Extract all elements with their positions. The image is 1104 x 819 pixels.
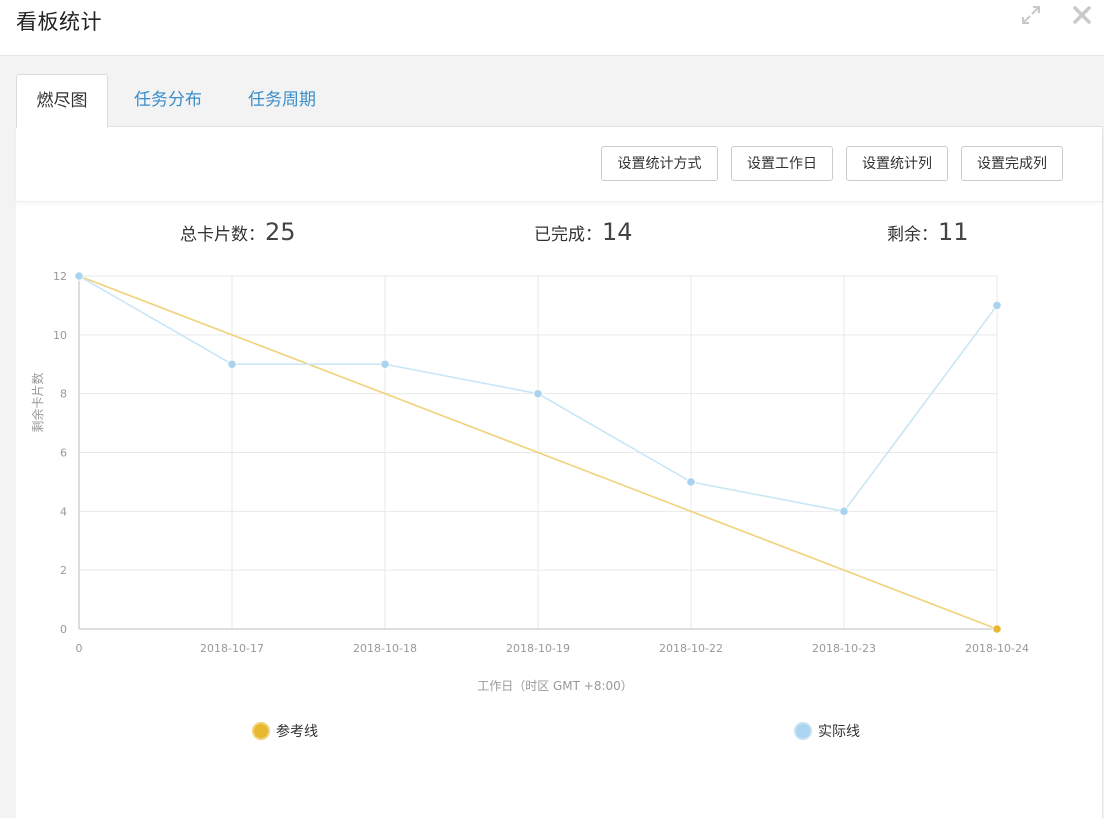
y-tick-label: 0 [60, 623, 67, 636]
tab-task-cycle[interactable]: 任务周期 [248, 90, 316, 110]
y-tick-label: 6 [60, 447, 67, 460]
y-tick-label: 12 [53, 270, 67, 283]
data-point-actual [227, 359, 237, 369]
series-line-reference [78, 275, 998, 630]
dialog-title: 看板统计 [16, 10, 102, 34]
y-tick-label: 8 [60, 388, 67, 401]
legend-reference-label: 参考线 [276, 724, 318, 740]
stat-done-label: 已完成： [534, 225, 602, 245]
dialog-header: 看板统计 [0, 0, 1104, 56]
tab-bar: 燃尽图 任务分布 任务周期 [16, 74, 1102, 128]
set-stat-method-button[interactable]: 设置统计方式 [601, 146, 718, 181]
set-stat-column-button[interactable]: 设置统计列 [846, 146, 948, 181]
x-axis-title: 工作日（时区 GMT +8:00） [477, 679, 633, 693]
y-tick-label: 2 [60, 564, 67, 577]
chart-panel: 设置统计方式 设置工作日 设置统计列 设置完成列 [16, 126, 1103, 819]
stat-done-value: 14 [602, 218, 633, 246]
y-axis-title: 剩余卡片数 [30, 372, 45, 432]
tab-burndown[interactable]: 燃尽图 [16, 74, 108, 128]
x-tick-label: 2018-10-23 [812, 642, 876, 655]
legend-actual-label: 实际线 [818, 724, 860, 740]
data-point-actual [839, 506, 849, 516]
y-tick-label: 4 [60, 505, 67, 518]
data-point-actual [686, 477, 696, 487]
x-tick-label: 2018-10-19 [506, 642, 570, 655]
stat-remaining-label: 剩余： [887, 225, 938, 245]
data-point-actual [380, 359, 390, 369]
x-tick-label: 2018-10-18 [353, 642, 417, 655]
set-done-column-button[interactable]: 设置完成列 [961, 146, 1063, 181]
x-tick-label: 2018-10-17 [200, 642, 264, 655]
legend-reference-dot [252, 722, 270, 740]
legend-actual-dot [794, 722, 812, 740]
data-point-actual [74, 271, 84, 281]
stat-remaining: 剩余：11 [887, 218, 969, 246]
tab-task-distribution[interactable]: 任务分布 [134, 90, 202, 110]
data-point-actual [533, 389, 543, 399]
x-tick-label: 2018-10-22 [659, 642, 723, 655]
expand-arrows-icon[interactable] [1020, 4, 1042, 31]
stat-total-label: 总卡片数： [180, 225, 265, 245]
close-x-icon[interactable] [1072, 4, 1092, 31]
data-point-actual [992, 300, 1002, 311]
data-point-reference [992, 624, 1002, 634]
y-tick-label: 10 [53, 329, 67, 342]
set-workday-button[interactable]: 设置工作日 [731, 146, 833, 181]
x-tick-label: 0 [76, 642, 83, 655]
x-tick-label: 2018-10-24 [965, 642, 1029, 655]
stat-total: 总卡片数：25 [180, 218, 296, 246]
stat-done: 已完成：14 [534, 218, 633, 246]
stat-total-value: 25 [265, 218, 296, 246]
toolbar: 设置统计方式 设置工作日 设置统计列 设置完成列 [16, 127, 1102, 202]
stat-remaining-value: 11 [938, 218, 969, 246]
